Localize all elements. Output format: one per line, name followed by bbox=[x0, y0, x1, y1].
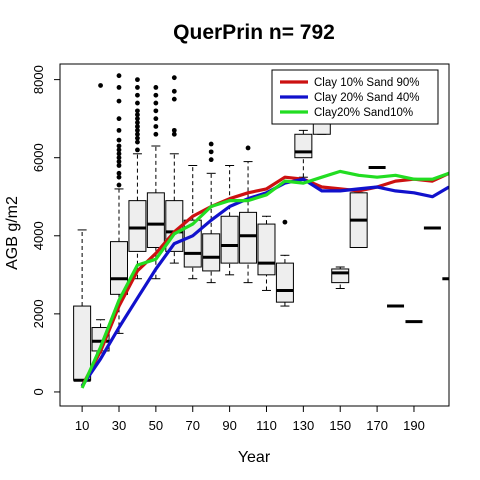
box-outlier bbox=[135, 112, 140, 118]
box-outlier bbox=[116, 159, 122, 165]
box-outlier bbox=[135, 85, 140, 90]
box-130 bbox=[294, 129, 313, 178]
box-outlier bbox=[135, 116, 140, 122]
box-90 bbox=[220, 165, 239, 276]
box-outlier bbox=[135, 92, 140, 98]
box-outlier bbox=[135, 100, 140, 106]
box-outlier bbox=[245, 145, 251, 151]
legend-label: Clay20% Sand10% bbox=[314, 107, 413, 119]
box-body bbox=[275, 262, 294, 303]
y-axis-label: AGB g/m2 bbox=[4, 196, 21, 270]
box-30 bbox=[109, 73, 128, 334]
box-outlier bbox=[135, 120, 140, 125]
x-tick-label: 10 bbox=[75, 418, 89, 433]
box-outlier bbox=[153, 85, 159, 90]
x-axis: 10 30 50 70 90 110 130 150 170 190 bbox=[75, 405, 425, 433]
box-outlier bbox=[116, 174, 122, 180]
x-tick-label: 150 bbox=[329, 418, 351, 433]
box-outlier bbox=[135, 124, 140, 129]
x-tick-label: 130 bbox=[293, 418, 315, 433]
legend-label: Clay 20% Sand 40% bbox=[314, 92, 419, 104]
box-150 bbox=[331, 266, 350, 289]
x-tick-label: 110 bbox=[256, 418, 277, 433]
box-outlier bbox=[153, 100, 159, 106]
box-outlier bbox=[116, 163, 122, 168]
box-outlier bbox=[153, 116, 159, 122]
x-tick-label: 70 bbox=[186, 418, 200, 433]
x-tick-label: 50 bbox=[149, 418, 163, 433]
box-outlier bbox=[116, 85, 122, 90]
box-outlier bbox=[135, 127, 140, 133]
box-outlier bbox=[116, 98, 122, 104]
box-body bbox=[73, 305, 92, 381]
box-outlier bbox=[208, 157, 214, 163]
y-axis: 0 2000 4000 6000 8000 bbox=[31, 65, 61, 396]
box-outlier bbox=[116, 182, 122, 188]
y-tick-label: 6000 bbox=[31, 143, 46, 172]
box-body bbox=[239, 211, 258, 264]
box-outlier bbox=[135, 131, 140, 137]
x-axis-label: Year bbox=[238, 449, 271, 466]
box-outlier bbox=[208, 141, 214, 147]
box-40 bbox=[128, 77, 147, 280]
box-outlier bbox=[116, 116, 122, 122]
box-outlier bbox=[98, 83, 103, 88]
box-outlier bbox=[171, 88, 177, 94]
series-line-1 bbox=[80, 171, 449, 387]
box-outlier bbox=[153, 131, 159, 137]
y-tick-label: 4000 bbox=[31, 221, 46, 250]
box-outlier bbox=[116, 170, 122, 176]
box-outlier bbox=[171, 127, 177, 133]
box-body bbox=[109, 241, 128, 295]
box-outlier bbox=[116, 137, 122, 143]
box-body bbox=[331, 268, 350, 284]
box-outlier bbox=[135, 135, 140, 141]
box-body bbox=[257, 223, 276, 276]
series-line-3 bbox=[80, 169, 449, 389]
box-80 bbox=[202, 141, 221, 284]
box-outlier bbox=[135, 77, 140, 83]
x-tick-label: 90 bbox=[222, 418, 236, 433]
box-160 bbox=[349, 192, 368, 248]
box-body bbox=[146, 192, 165, 248]
box-20 bbox=[91, 83, 110, 354]
box-outlier bbox=[153, 124, 159, 129]
x-tick-label: 190 bbox=[403, 418, 425, 433]
x-tick-label: 170 bbox=[366, 418, 388, 433]
box-body bbox=[294, 133, 313, 159]
box-100 bbox=[239, 145, 258, 284]
box-110 bbox=[257, 215, 276, 291]
legend: Clay 10% Sand 90% Clay 20% Sand 40% Clay20… bbox=[271, 69, 439, 125]
box-120 bbox=[275, 219, 294, 307]
box-outlier bbox=[135, 147, 140, 153]
box-outlier bbox=[153, 108, 159, 114]
box-outlier bbox=[171, 75, 177, 81]
x-tick-label: 30 bbox=[112, 418, 126, 433]
box-outlier bbox=[135, 139, 140, 145]
legend-label: Clay 10% Sand 90% bbox=[314, 77, 419, 89]
y-tick-label: 0 bbox=[31, 388, 46, 395]
box-outlier bbox=[116, 155, 122, 161]
box-50 bbox=[146, 85, 165, 280]
box-outlier bbox=[116, 127, 122, 133]
box-outlier bbox=[116, 147, 122, 153]
box-10 bbox=[73, 229, 92, 382]
box-outlier bbox=[282, 219, 288, 225]
box-body bbox=[202, 233, 221, 272]
box-outlier bbox=[135, 108, 140, 114]
y-tick-label: 2000 bbox=[31, 299, 46, 328]
chart-title: QuerPrin n= 792 bbox=[173, 21, 335, 44]
box-outlier bbox=[171, 131, 177, 137]
box-outlier bbox=[153, 92, 159, 98]
box-body bbox=[220, 215, 239, 264]
box-outlier bbox=[208, 149, 214, 155]
box-outlier bbox=[116, 151, 122, 157]
series-line-2 bbox=[80, 177, 449, 387]
y-tick-label: 8000 bbox=[31, 65, 46, 94]
box-outlier bbox=[116, 73, 122, 79]
box-outlier bbox=[171, 96, 177, 102]
box-outlier bbox=[116, 143, 122, 149]
box-body bbox=[128, 200, 147, 252]
